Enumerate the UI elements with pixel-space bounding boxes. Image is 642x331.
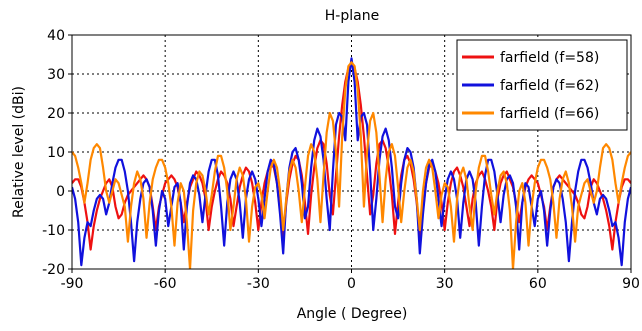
y-tick-label: 10 bbox=[47, 145, 65, 161]
chart-title: H-plane bbox=[325, 8, 379, 24]
legend-label-f62: farfield (f=62) bbox=[500, 78, 599, 94]
series-layer bbox=[72, 57, 631, 269]
legend: farfield (f=58) farfield (f=62) farfield… bbox=[456, 39, 628, 131]
y-tick-label: 0 bbox=[56, 184, 65, 200]
x-tick-label: 30 bbox=[436, 276, 454, 292]
y-tick-label: 30 bbox=[47, 67, 65, 83]
y-tick-label: -10 bbox=[42, 223, 65, 239]
x-tick-label: 60 bbox=[529, 276, 547, 292]
legend-label-f58: farfield (f=58) bbox=[500, 50, 599, 66]
axis-ticks: -90 -60 -30 0 30 60 90 -20 -10 0 10 20 30 40 bbox=[42, 28, 640, 292]
x-axis-label: Angle ( Degree) bbox=[297, 306, 408, 322]
x-tick-label: 90 bbox=[622, 276, 640, 292]
x-tick-label: -30 bbox=[247, 276, 270, 292]
legend-label-f66: farfield (f=66) bbox=[500, 106, 599, 122]
series-line-3 bbox=[72, 61, 631, 269]
y-tick-label: -20 bbox=[42, 262, 65, 278]
y-tick-label: 40 bbox=[47, 28, 65, 44]
series-line-2 bbox=[72, 57, 631, 267]
x-tick-label: 0 bbox=[347, 276, 356, 292]
y-tick-label: 20 bbox=[47, 106, 65, 122]
y-axis-label: Relative level (dBi) bbox=[11, 86, 27, 218]
x-tick-label: -60 bbox=[154, 276, 177, 292]
x-tick-label: -90 bbox=[61, 276, 84, 292]
